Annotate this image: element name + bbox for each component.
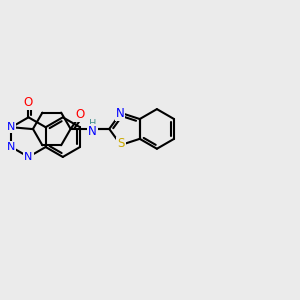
Text: O: O [75, 109, 84, 122]
Text: N: N [7, 122, 16, 132]
Text: N: N [7, 142, 16, 152]
Text: S: S [117, 137, 124, 151]
Text: N: N [116, 107, 124, 120]
Text: H: H [89, 119, 96, 129]
Text: N: N [24, 152, 33, 162]
Text: O: O [24, 96, 33, 109]
Text: N: N [88, 125, 97, 138]
